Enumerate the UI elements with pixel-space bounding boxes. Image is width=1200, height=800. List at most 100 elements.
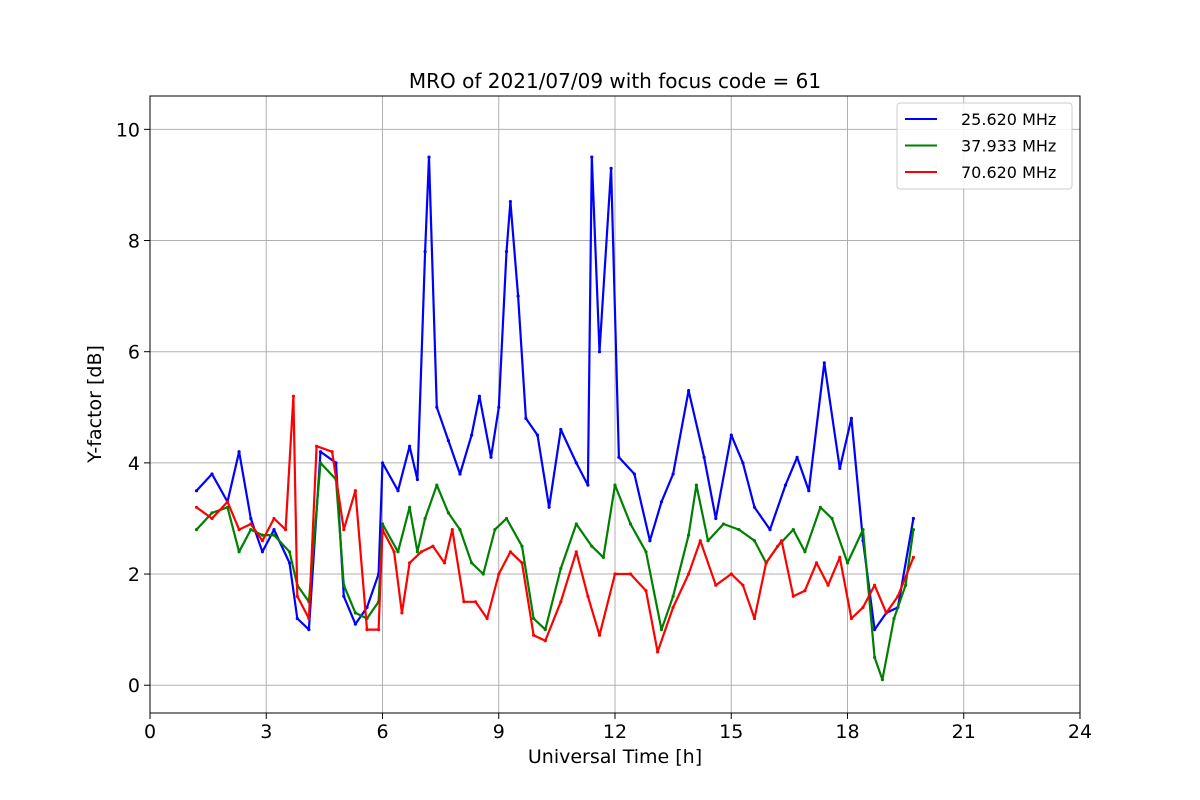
data-point <box>423 250 427 254</box>
data-point <box>764 561 768 565</box>
data-point <box>849 616 854 621</box>
data-point <box>861 528 865 532</box>
data-point <box>706 539 710 543</box>
data-point <box>687 533 691 537</box>
data-point <box>590 155 594 159</box>
data-point <box>516 294 520 298</box>
data-point <box>826 583 830 587</box>
y-axis-title: Y-factor [dB] <box>84 345 106 464</box>
series-layer <box>194 155 916 682</box>
data-point <box>295 594 299 598</box>
data-point <box>803 550 807 554</box>
x-tick-label: 3 <box>260 721 272 743</box>
data-point <box>807 489 811 493</box>
data-point <box>892 616 896 621</box>
data-point <box>408 505 412 509</box>
data-point <box>473 600 478 604</box>
data-point <box>249 522 253 526</box>
data-point <box>559 566 563 571</box>
data-point <box>671 605 675 610</box>
data-point <box>768 528 772 532</box>
x-tick-label: 0 <box>144 721 156 743</box>
data-point <box>830 516 834 521</box>
data-point <box>272 528 276 532</box>
data-point <box>547 505 551 509</box>
data-point <box>489 455 493 459</box>
data-point <box>617 455 621 459</box>
data-point <box>752 539 757 543</box>
data-point <box>791 594 795 598</box>
data-point <box>458 472 462 476</box>
data-point <box>849 416 854 420</box>
data-point <box>400 611 404 615</box>
data-point <box>295 616 299 621</box>
data-point <box>423 516 427 521</box>
data-point <box>873 628 877 632</box>
data-point <box>896 594 900 598</box>
data-point <box>446 511 450 515</box>
data-point <box>714 583 718 587</box>
data-point <box>880 678 885 682</box>
data-point <box>543 639 547 643</box>
data-point <box>656 650 660 654</box>
x-axis-title: Universal Time [h] <box>528 746 702 768</box>
data-point <box>342 594 346 598</box>
data-point <box>415 477 419 482</box>
data-point <box>628 522 633 526</box>
data-point <box>284 528 288 532</box>
data-point <box>408 561 412 565</box>
data-point <box>520 544 524 548</box>
data-point <box>574 522 578 526</box>
data-point <box>260 533 264 537</box>
data-point <box>574 461 578 465</box>
data-point <box>272 516 276 521</box>
data-point <box>272 533 276 537</box>
data-point <box>911 528 916 532</box>
y-tick-label: 8 <box>128 231 140 253</box>
data-point <box>613 483 617 487</box>
data-point <box>450 528 454 532</box>
data-point <box>291 394 295 398</box>
data-point <box>644 589 648 593</box>
data-point <box>442 561 447 565</box>
data-point <box>671 594 675 598</box>
data-point <box>446 439 450 443</box>
data-point <box>532 633 536 637</box>
data-point <box>822 361 826 365</box>
data-point <box>904 583 908 587</box>
data-point <box>838 555 842 560</box>
data-point <box>803 589 807 593</box>
series-line-25-620-mhz <box>195 156 915 631</box>
data-point <box>508 200 512 204</box>
data-point <box>559 600 563 604</box>
data-point <box>353 489 357 493</box>
data-point <box>485 616 489 621</box>
data-point <box>783 483 788 487</box>
y-tick-label: 6 <box>128 342 140 364</box>
data-point <box>342 528 346 532</box>
data-point <box>671 472 675 476</box>
data-point <box>838 466 842 470</box>
data-point <box>287 550 292 554</box>
data-point <box>861 605 865 610</box>
data-point <box>307 628 311 632</box>
data-point <box>249 528 253 532</box>
x-tick-label: 15 <box>719 721 743 743</box>
data-point <box>508 550 512 554</box>
data-point <box>435 405 439 409</box>
data-point <box>791 528 795 532</box>
data-point <box>210 472 214 476</box>
data-point <box>318 450 323 454</box>
data-point <box>845 561 850 565</box>
data-point <box>524 416 528 420</box>
data-point <box>419 550 423 554</box>
data-point <box>780 539 784 543</box>
legend: 25.620 MHz 37.933 MHz 70.620 MHz <box>896 102 1073 190</box>
data-point <box>729 572 733 576</box>
data-point <box>493 528 497 532</box>
data-point <box>729 433 733 437</box>
data-point <box>520 561 524 565</box>
data-point <box>342 583 346 587</box>
data-point <box>380 528 385 532</box>
